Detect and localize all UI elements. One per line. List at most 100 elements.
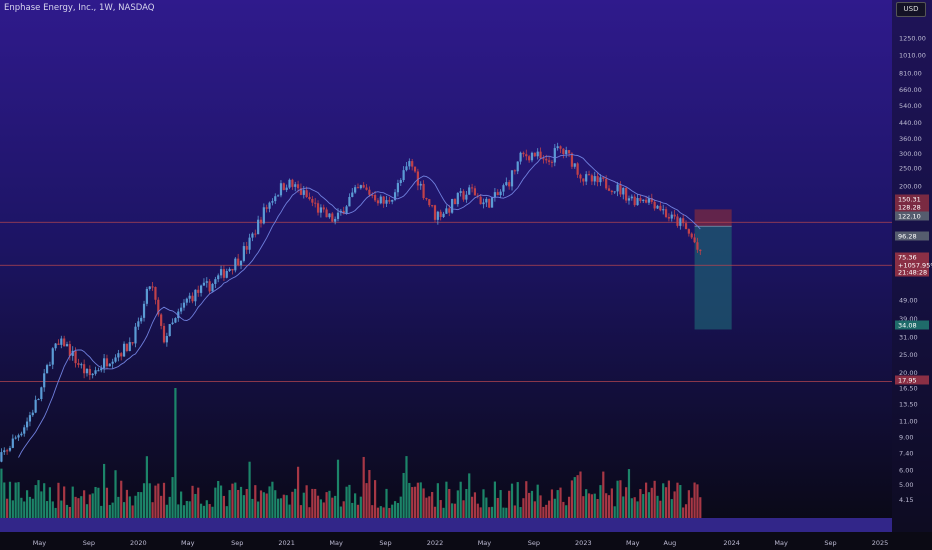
price-tag-label: 150.31: [898, 195, 921, 203]
candle-body: [647, 198, 651, 203]
candle-body: [653, 201, 656, 209]
candle-body: [488, 198, 491, 208]
candle-body: [331, 213, 334, 222]
volume-bar: [137, 491, 140, 518]
volume-bar: [205, 500, 208, 518]
volume-bar: [630, 498, 633, 518]
candle-body: [137, 321, 140, 327]
x-tick-label: May: [329, 539, 343, 547]
volume-bar: [40, 491, 43, 518]
volume-bar: [616, 480, 619, 518]
volume-bar: [171, 477, 174, 518]
volume-bar: [71, 486, 74, 518]
candle-body: [699, 249, 702, 252]
candle-body: [114, 357, 117, 362]
volume-bar: [257, 501, 260, 518]
volume-bar: [582, 496, 585, 518]
candle-body: [94, 370, 97, 374]
volume-bar: [345, 486, 348, 518]
candle-body: [188, 295, 191, 299]
x-tick-label: 2024: [723, 539, 740, 547]
candle-body: [174, 318, 177, 323]
volume-bar: [114, 470, 117, 518]
volume-bar: [596, 499, 599, 518]
volume-bar: [644, 482, 648, 518]
candle-body: [271, 201, 274, 203]
volume-bar: [388, 507, 391, 518]
price-tag: [895, 320, 929, 330]
candle-body: [83, 364, 86, 374]
volume-bar: [279, 498, 283, 518]
candle-body: [550, 161, 554, 163]
candle-body: [393, 192, 397, 200]
volume-bar: [259, 490, 263, 518]
volume-bar: [533, 501, 536, 518]
volume-bar: [291, 491, 294, 518]
volume-bar: [299, 505, 303, 518]
candle-body: [468, 187, 471, 195]
volume-bar: [122, 502, 126, 518]
candle-body: [516, 161, 519, 172]
volume-bar: [225, 506, 228, 518]
volume-bar: [231, 483, 234, 518]
candle-body: [242, 246, 245, 261]
candle-body: [462, 191, 465, 200]
volume-bar: [411, 487, 414, 518]
volume-bar: [385, 488, 388, 518]
candle-body: [679, 218, 682, 226]
candle-body: [510, 170, 514, 187]
candle-body: [28, 415, 32, 422]
volume-bar: [177, 504, 180, 518]
volume-bar: [83, 490, 86, 518]
volume-bar: [516, 482, 519, 518]
volume-bar: [251, 498, 254, 518]
volume-bar: [165, 504, 168, 518]
volume-bar: [148, 483, 151, 518]
volume-bar: [496, 497, 499, 518]
candle-body: [322, 207, 325, 210]
candle-body: [248, 237, 251, 250]
candle-body: [625, 187, 628, 201]
y-tick-label: 360.00: [899, 135, 922, 143]
candle-body: [376, 200, 380, 204]
candle-body: [88, 368, 91, 376]
volume-bar: [160, 495, 163, 518]
volume-bar: [359, 496, 362, 518]
volume-bar: [305, 485, 308, 518]
candle-body: [599, 177, 602, 183]
candle-body: [97, 370, 100, 372]
volume-bar: [368, 470, 371, 518]
candle-body: [567, 150, 571, 154]
volume-bar: [408, 482, 411, 518]
candle-body: [294, 184, 297, 187]
price-tag-label: 75.36: [898, 253, 917, 261]
volume-bar: [17, 482, 20, 518]
volume-bar: [508, 490, 511, 518]
candle-body: [479, 196, 482, 205]
candle-body: [279, 183, 283, 196]
candle-body: [77, 363, 80, 365]
candle-body: [368, 189, 371, 195]
volume-bar: [570, 480, 574, 518]
volume-bar: [182, 505, 186, 518]
candle-body: [100, 368, 103, 371]
candle-body: [302, 190, 305, 195]
candle-body: [687, 229, 690, 234]
currency-button[interactable]: USD: [896, 2, 926, 17]
volume-bar: [439, 500, 442, 518]
candle-body: [505, 182, 508, 186]
volume-bar: [610, 488, 613, 518]
candle-body: [205, 281, 208, 283]
candle-body: [587, 174, 591, 176]
price-tag: [895, 267, 929, 277]
volume-bar: [539, 495, 542, 518]
volume-bar: [199, 503, 203, 518]
volume-bar: [245, 489, 248, 518]
volume-bar: [97, 487, 100, 518]
candle-body: [610, 190, 613, 193]
candle-body: [108, 363, 111, 367]
candle-body: [448, 208, 451, 213]
volume-bar: [339, 506, 342, 518]
